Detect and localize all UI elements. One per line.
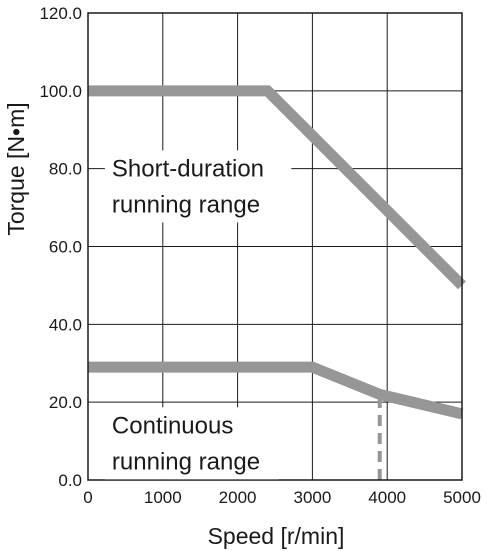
y-tick-label: 0.0 — [58, 471, 82, 490]
region-label-line: Continuous — [112, 412, 233, 439]
plot-frame — [87, 12, 463, 481]
y-tick-label: 40.0 — [49, 315, 82, 334]
series-line-2 — [88, 361, 464, 420]
x-tick-label: 4000 — [368, 488, 406, 507]
tick-labels: 0 1000 2000 3000 4000 5000 0.0 20.0 40.0 60.0 80.0… — [39, 4, 480, 507]
y-tick-label: 20.0 — [49, 393, 82, 412]
annotation-background — [104, 150, 292, 223]
x-tick-label: 1000 — [144, 488, 182, 507]
plot-border — [87, 12, 463, 481]
y-tick-label: 120.0 — [39, 4, 82, 23]
series-line-1 — [88, 85, 466, 290]
y-tick-label: 100.0 — [39, 82, 82, 101]
x-tick-label: 5000 — [443, 488, 481, 507]
x-tick-label: 3000 — [293, 488, 331, 507]
region-label-line: running range — [112, 191, 260, 218]
region-label-line: running range — [112, 448, 260, 475]
y-tick-label: 80.0 — [49, 160, 82, 179]
region-label-line: Short-duration — [112, 155, 264, 182]
x-axis-label: Speed [r/min] — [208, 523, 345, 549]
x-tick-label: 0 — [83, 488, 92, 507]
x-tick-label: 2000 — [219, 488, 257, 507]
y-axis-label: Torque [N•m] — [3, 102, 29, 235]
y-tick-label: 60.0 — [49, 238, 82, 257]
annotations: Short-duration running range Continuous run… — [104, 150, 292, 480]
annotation-background — [104, 407, 279, 480]
series-group — [88, 85, 466, 480]
